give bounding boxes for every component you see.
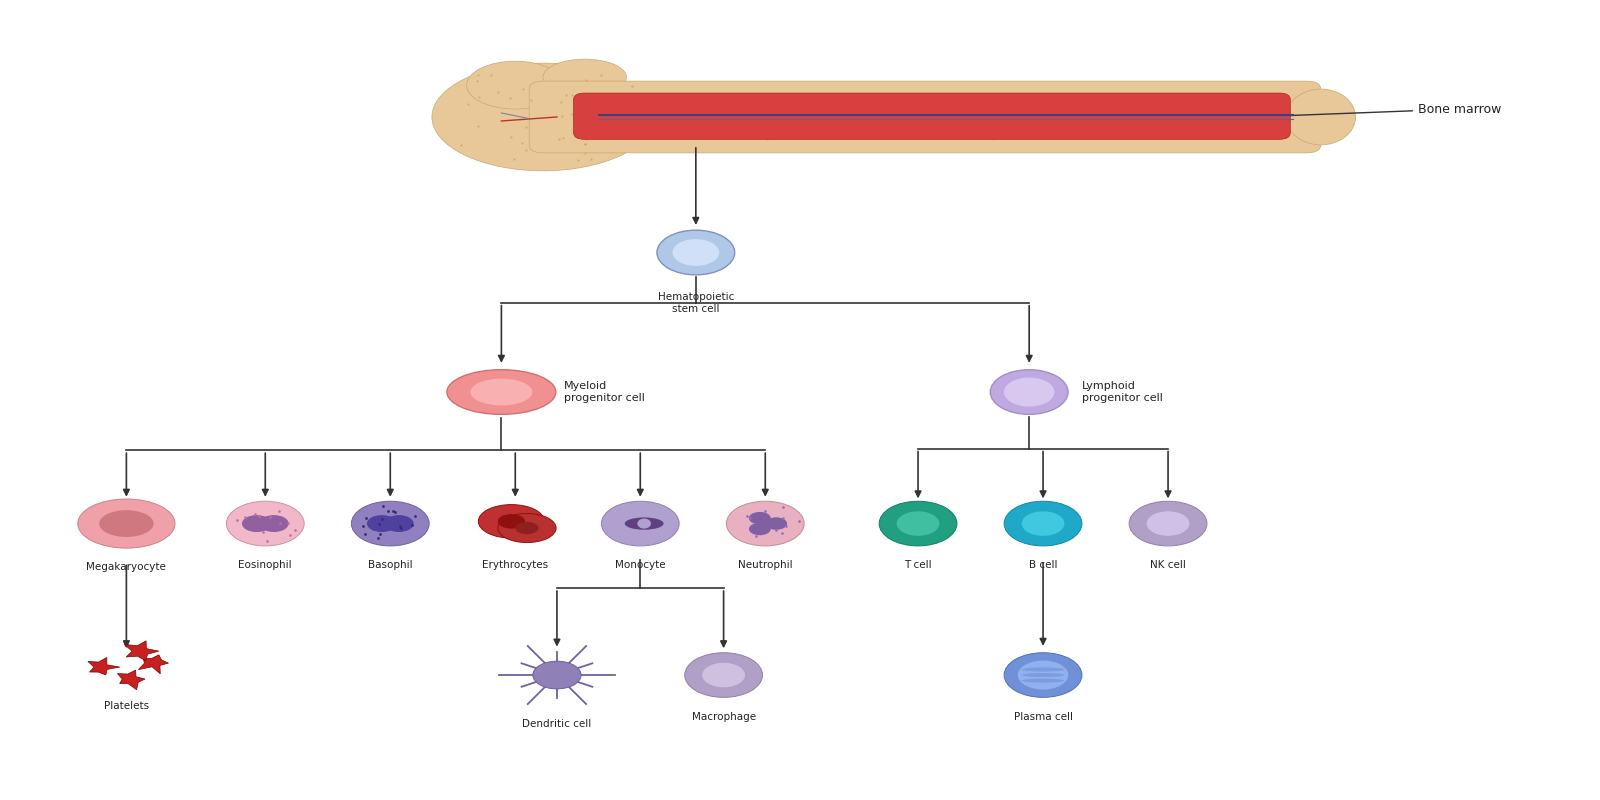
Circle shape: [685, 653, 763, 698]
Ellipse shape: [446, 370, 555, 414]
Text: Eosinophil: Eosinophil: [238, 560, 293, 570]
Ellipse shape: [1022, 678, 1064, 682]
Ellipse shape: [637, 518, 651, 529]
Circle shape: [1005, 653, 1082, 698]
Text: Neutrophil: Neutrophil: [738, 560, 792, 570]
Text: Plasma cell: Plasma cell: [1013, 712, 1072, 722]
Text: T cell: T cell: [904, 560, 931, 570]
Circle shape: [702, 662, 746, 687]
Text: Platelets: Platelets: [104, 701, 149, 710]
Circle shape: [1130, 502, 1206, 546]
Circle shape: [1147, 511, 1189, 536]
Ellipse shape: [1022, 667, 1064, 671]
Ellipse shape: [78, 499, 174, 548]
Circle shape: [896, 511, 939, 536]
Circle shape: [749, 512, 771, 525]
Circle shape: [1022, 511, 1064, 536]
Ellipse shape: [99, 510, 154, 537]
FancyBboxPatch shape: [530, 81, 1322, 153]
Text: Myeloid
progenitor cell: Myeloid progenitor cell: [563, 382, 645, 403]
Ellipse shape: [432, 63, 654, 170]
Circle shape: [533, 662, 581, 689]
Circle shape: [749, 522, 771, 535]
Circle shape: [878, 502, 957, 546]
Polygon shape: [125, 641, 158, 661]
Circle shape: [384, 515, 414, 532]
Circle shape: [726, 502, 805, 546]
Text: NK cell: NK cell: [1150, 560, 1186, 570]
Circle shape: [990, 370, 1069, 414]
Ellipse shape: [515, 522, 539, 534]
Ellipse shape: [478, 505, 544, 538]
Circle shape: [672, 239, 718, 266]
Circle shape: [1005, 502, 1082, 546]
Circle shape: [242, 515, 272, 532]
Text: Macrophage: Macrophage: [691, 712, 755, 722]
Text: Lymphoid
progenitor cell: Lymphoid progenitor cell: [1082, 382, 1163, 403]
Ellipse shape: [498, 514, 525, 529]
Circle shape: [259, 515, 288, 532]
Circle shape: [352, 502, 429, 546]
Ellipse shape: [498, 514, 557, 542]
FancyBboxPatch shape: [574, 93, 1290, 139]
Text: Bone marrow: Bone marrow: [1006, 102, 1501, 129]
Circle shape: [226, 502, 304, 546]
Ellipse shape: [624, 518, 664, 530]
Ellipse shape: [470, 378, 533, 406]
Text: Megakaryocyte: Megakaryocyte: [86, 562, 166, 573]
Circle shape: [1003, 378, 1054, 406]
Text: Monocyte: Monocyte: [614, 560, 666, 570]
Ellipse shape: [1286, 89, 1355, 145]
Polygon shape: [117, 670, 146, 690]
Circle shape: [366, 515, 397, 532]
Text: Dendritic cell: Dendritic cell: [522, 718, 592, 729]
Ellipse shape: [467, 61, 563, 109]
Polygon shape: [88, 658, 120, 675]
Circle shape: [658, 230, 734, 275]
Ellipse shape: [542, 59, 626, 95]
Text: Hematopoietic
stem cell: Hematopoietic stem cell: [658, 292, 734, 314]
Circle shape: [765, 518, 787, 530]
Circle shape: [1018, 661, 1069, 690]
Polygon shape: [139, 655, 168, 674]
Text: Basophil: Basophil: [368, 560, 413, 570]
Text: B cell: B cell: [1029, 560, 1058, 570]
Circle shape: [602, 502, 678, 546]
Text: Erythrocytes: Erythrocytes: [482, 560, 549, 570]
Ellipse shape: [1022, 673, 1064, 677]
